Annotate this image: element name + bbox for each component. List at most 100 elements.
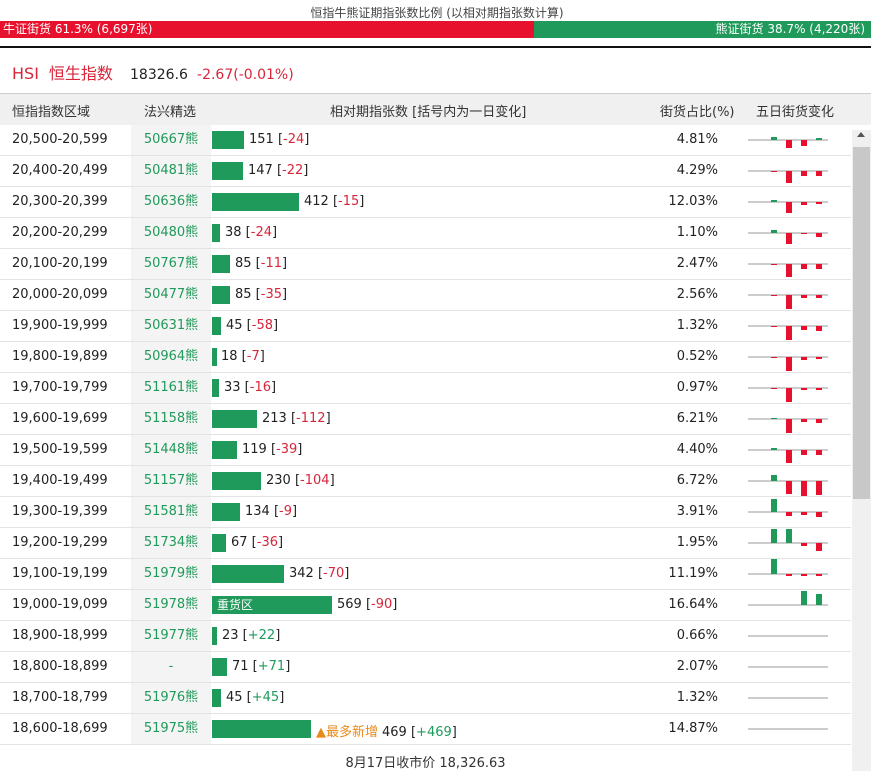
most-added-label: ▲最多新增 bbox=[316, 725, 378, 740]
range-cell: 19,600-19,699 bbox=[12, 411, 108, 426]
contract-bar bbox=[212, 224, 220, 242]
contract-bar bbox=[212, 193, 299, 211]
daily-change: -7 bbox=[246, 349, 260, 364]
warrant-code-link[interactable]: 51161熊 bbox=[131, 373, 211, 403]
warrant-code-link[interactable]: 51581熊 bbox=[131, 497, 211, 527]
index-change: -2.67(-0.01%) bbox=[197, 67, 294, 83]
warrant-code-link[interactable]: 50636熊 bbox=[131, 187, 211, 217]
warrant-code-link[interactable]: 50767熊 bbox=[131, 249, 211, 279]
sparkline-bar bbox=[816, 295, 822, 298]
sparkline-bar bbox=[816, 233, 822, 237]
table-row[interactable]: 20,300-20,399 50636熊 412 [-15] 12.03% bbox=[0, 187, 851, 218]
five-day-sparkline bbox=[748, 499, 828, 517]
sparkline-bar bbox=[801, 357, 807, 360]
warrant-code-link[interactable]: 50667熊 bbox=[131, 125, 211, 155]
range-cell: 20,300-20,399 bbox=[12, 194, 108, 209]
daily-change: -112 bbox=[296, 411, 326, 426]
range-cell: 19,900-19,999 bbox=[12, 318, 108, 333]
table-row[interactable]: 19,300-19,399 51581熊 134 [-9] 3.91% bbox=[0, 497, 851, 528]
scrollbar-thumb[interactable] bbox=[853, 147, 870, 499]
contract-count: 38 bbox=[225, 225, 242, 240]
sparkline-bar bbox=[786, 326, 792, 340]
warrant-code-link[interactable]: 51975熊 bbox=[131, 714, 211, 744]
sparkline-bar bbox=[771, 475, 777, 481]
warrant-code-link[interactable]: 51979熊 bbox=[131, 559, 211, 589]
table-row[interactable]: 18,800-18,899 - 71 [+71] 2.07% bbox=[0, 652, 851, 683]
warrant-code-link[interactable]: 51158熊 bbox=[131, 404, 211, 434]
contract-value: 342 [-70] bbox=[289, 566, 350, 581]
contract-count: 569 bbox=[337, 597, 362, 612]
share-percent: 3.91% bbox=[676, 504, 718, 519]
scrollbar[interactable] bbox=[852, 130, 871, 771]
sparkline-bar bbox=[816, 574, 822, 576]
sparkline-bar bbox=[816, 543, 822, 551]
table-row[interactable]: 19,500-19,599 51448熊 119 [-39] 4.40% bbox=[0, 435, 851, 466]
contract-value: ▲最多新增 469 [+469] bbox=[316, 725, 457, 740]
scroll-up-arrow-icon[interactable] bbox=[857, 132, 865, 137]
sparkline-bar bbox=[771, 559, 777, 574]
range-cell: 18,800-18,899 bbox=[12, 659, 108, 674]
warrant-code-link[interactable]: 51448熊 bbox=[131, 435, 211, 465]
range-cell: 19,500-19,599 bbox=[12, 442, 108, 457]
daily-change: +22 bbox=[247, 628, 276, 643]
sparkline-bar bbox=[771, 529, 777, 543]
daily-change: -22 bbox=[282, 163, 304, 178]
table-row[interactable]: 19,600-19,699 51158熊 213 [-112] 6.21% bbox=[0, 404, 851, 435]
table-row[interactable]: 20,000-20,099 50477熊 85 [-35] 2.56% bbox=[0, 280, 851, 311]
table-row[interactable]: 19,200-19,299 51734熊 67 [-36] 1.95% bbox=[0, 528, 851, 559]
sparkline-bar bbox=[786, 419, 792, 433]
warrant-code-link[interactable]: 51976熊 bbox=[131, 683, 211, 713]
warrant-code-link[interactable]: 51157熊 bbox=[131, 466, 211, 496]
warrant-code-link[interactable]: 50631熊 bbox=[131, 311, 211, 341]
warrant-code-link[interactable]: 51734熊 bbox=[131, 528, 211, 558]
sparkline-bar bbox=[801, 140, 807, 146]
sparkline-bar bbox=[816, 264, 822, 269]
table-row[interactable]: 20,400-20,499 50481熊 147 [-22] 4.29% bbox=[0, 156, 851, 187]
contract-count: 151 bbox=[249, 132, 274, 147]
table-row[interactable]: 19,800-19,899 50964熊 18 [-7] 0.52% bbox=[0, 342, 851, 373]
sparkline-bar bbox=[771, 295, 777, 296]
contract-value: 45 [+45] bbox=[226, 690, 285, 705]
range-cell: 19,300-19,399 bbox=[12, 504, 108, 519]
warrant-code-link[interactable]: 50477熊 bbox=[131, 280, 211, 310]
sparkline-bar bbox=[816, 171, 822, 176]
sparkline-bar bbox=[786, 233, 792, 244]
sparkline-bar bbox=[786, 481, 792, 494]
daily-change: -9 bbox=[279, 504, 293, 519]
bull-bear-ratio-bar: 牛证街货 61.3% (6,697张) 熊证街货 38.7% (4,220张) bbox=[0, 21, 871, 38]
table-row[interactable]: 19,400-19,499 51157熊 230 [-104] 6.72% bbox=[0, 466, 851, 497]
contract-value: 412 [-15] bbox=[304, 194, 365, 209]
sparkline-bar bbox=[771, 357, 777, 358]
sparkline-bar bbox=[801, 543, 807, 546]
table-row[interactable]: 18,700-18,799 51976熊 45 [+45] 1.32% bbox=[0, 683, 851, 714]
range-cell: 20,200-20,299 bbox=[12, 225, 108, 240]
table-row[interactable]: 18,600-18,699 51975熊 ▲最多新增 469 [+469] 14.87% bbox=[0, 714, 851, 745]
sparkline-bar bbox=[801, 171, 807, 176]
table-row[interactable]: 19,100-19,199 51979熊 342 [-70] 11.19% bbox=[0, 559, 851, 590]
range-cell: 18,900-18,999 bbox=[12, 628, 108, 643]
range-cell: 18,700-18,799 bbox=[12, 690, 108, 705]
table-row[interactable]: 18,900-18,999 51977熊 23 [+22] 0.66% bbox=[0, 621, 851, 652]
warrant-code-link[interactable]: 50480熊 bbox=[131, 218, 211, 248]
five-day-sparkline bbox=[748, 448, 828, 463]
contract-count: 45 bbox=[226, 318, 243, 333]
warrant-code-link[interactable]: 51978熊 bbox=[131, 590, 211, 620]
table-row[interactable]: 19,900-19,999 50631熊 45 [-58] 1.32% bbox=[0, 311, 851, 342]
five-day-sparkline bbox=[748, 591, 828, 606]
table-row[interactable]: 20,200-20,299 50480熊 38 [-24] 1.10% bbox=[0, 218, 851, 249]
table-row[interactable]: 19,700-19,799 51161熊 33 [-16] 0.97% bbox=[0, 373, 851, 404]
table-row[interactable]: 20,100-20,199 50767熊 85 [-11] 2.47% bbox=[0, 249, 851, 280]
warrant-code-link[interactable]: 51977熊 bbox=[131, 621, 211, 651]
five-day-sparkline bbox=[748, 529, 828, 551]
five-day-sparkline bbox=[748, 356, 828, 371]
table-row[interactable]: 20,500-20,599 50667熊 151 [-24] 4.81% bbox=[0, 125, 851, 156]
five-day-sparkline bbox=[748, 294, 828, 309]
warrant-code-link[interactable]: 50481熊 bbox=[131, 156, 211, 186]
share-percent: 2.56% bbox=[676, 287, 718, 302]
sparkline-bar bbox=[816, 138, 822, 140]
table-row[interactable]: 19,000-19,099 51978熊 重货区 569 [-90] 16.64% bbox=[0, 590, 851, 621]
warrant-code-link[interactable]: 50964熊 bbox=[131, 342, 211, 372]
five-day-sparkline bbox=[748, 635, 828, 637]
sparkline-bar bbox=[771, 171, 777, 172]
daily-change: +71 bbox=[257, 659, 286, 674]
